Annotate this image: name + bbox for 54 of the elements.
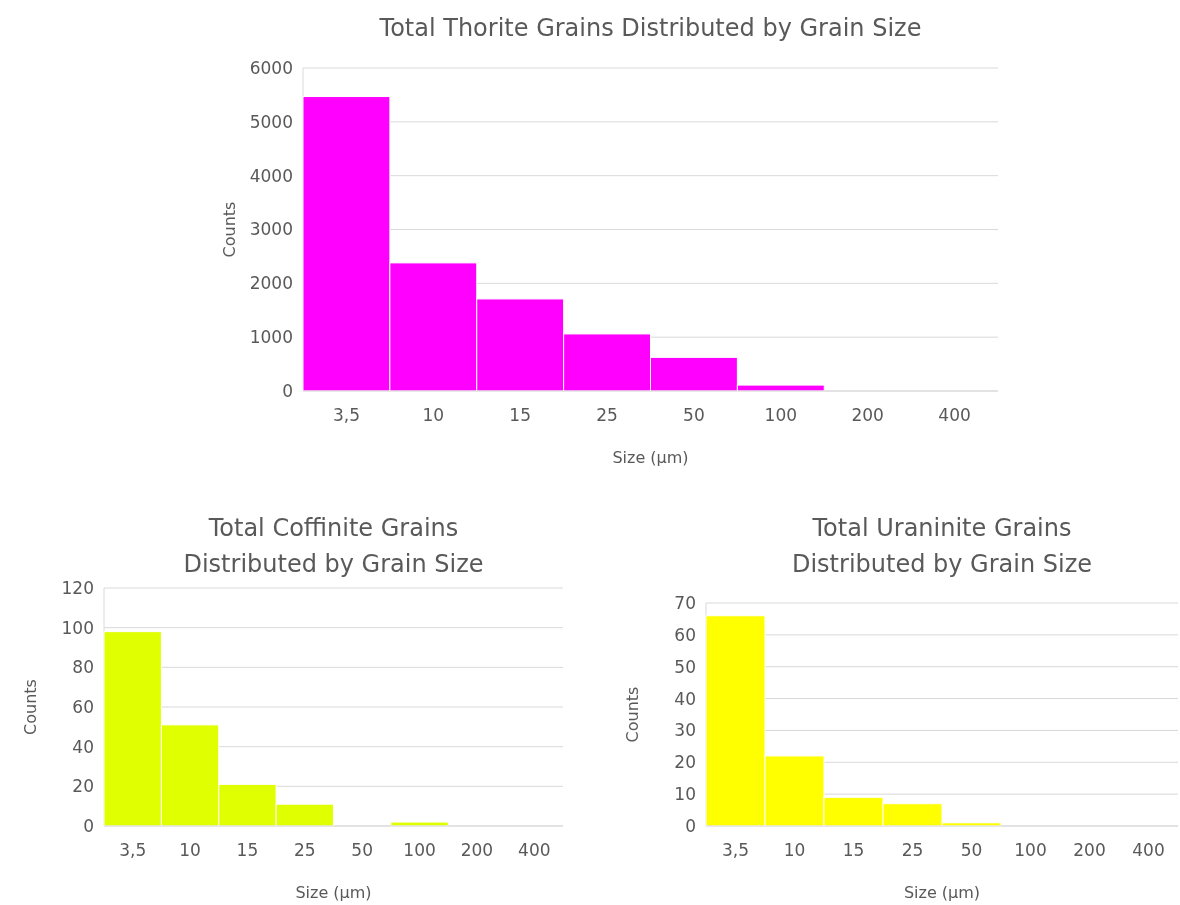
x-tick-label: 25: [293, 840, 316, 860]
y-tick-label: 0: [282, 380, 293, 401]
x-tick-label: 200: [851, 405, 884, 425]
x-tick-label: 3,5: [119, 840, 147, 860]
y-tick-label: 40: [674, 688, 696, 709]
x-tick-label: 400: [518, 840, 551, 860]
x-tick-label: 10: [179, 840, 201, 860]
chart-title: Total Thorite Grains Distributed by Grain Size: [378, 14, 922, 42]
y-tick-label: 120: [61, 577, 94, 598]
y-tick-label: 50: [674, 656, 696, 677]
y-tick-label: 100: [61, 617, 94, 638]
y-tick-label: 5000: [249, 111, 293, 132]
x-tick-label: 100: [764, 405, 798, 425]
y-tick-label: 0: [83, 815, 94, 836]
y-tick-label: 60: [674, 624, 696, 645]
y-tick-label: 10: [674, 784, 696, 805]
y-tick-label: 30: [674, 720, 696, 741]
x-tick-label: 100: [1014, 840, 1047, 860]
x-tick-label: 200: [1073, 840, 1106, 860]
chart-title: Total Coffinite Grains Distributed by Grain Size: [183, 514, 484, 578]
y-axis-title: Counts: [623, 686, 642, 743]
x-tick-label: 10: [783, 840, 806, 860]
x-tick-label: 50: [351, 840, 374, 860]
x-axis-title: Size (µm): [295, 883, 372, 902]
x-tick-label: 15: [236, 840, 259, 860]
y-axis-title: Counts: [220, 201, 239, 258]
x-tick-label: 15: [842, 840, 865, 860]
x-tick-label: 3,5: [332, 405, 360, 425]
x-tick-label: 200: [460, 840, 494, 860]
x-axis-title: Size (µm): [903, 883, 981, 902]
x-tick-label: 25: [901, 840, 924, 860]
y-tick-label: 4000: [249, 165, 293, 186]
y-tick-label: 40: [72, 736, 94, 757]
x-tick-label: 25: [596, 405, 618, 425]
y-tick-label: 20: [72, 776, 94, 797]
y-tick-label: 20: [674, 752, 696, 773]
x-tick-label: 15: [509, 405, 532, 425]
y-tick-label: 6000: [249, 57, 293, 78]
x-tick-label: 400: [1132, 840, 1165, 860]
x-tick-label: 50: [960, 840, 983, 860]
y-tick-label: 1000: [249, 327, 293, 348]
x-tick-label: 3,5: [721, 840, 750, 860]
x-tick-label: 100: [403, 840, 436, 860]
y-tick-label: 3000: [249, 219, 293, 240]
chart-title: Total Uraninite Grains Distributed by Grain Size: [791, 514, 1093, 578]
y-axis-title: Counts: [21, 679, 40, 735]
y-tick-label: 0: [685, 815, 696, 836]
y-tick-label: 80: [72, 657, 94, 678]
x-tick-label: 10: [422, 405, 445, 425]
x-tick-label: 400: [938, 405, 971, 425]
y-tick-label: 60: [72, 696, 94, 717]
x-axis-title: Size (µm): [612, 448, 689, 467]
y-tick-label: 70: [674, 592, 696, 613]
y-tick-label: 2000: [249, 273, 293, 294]
